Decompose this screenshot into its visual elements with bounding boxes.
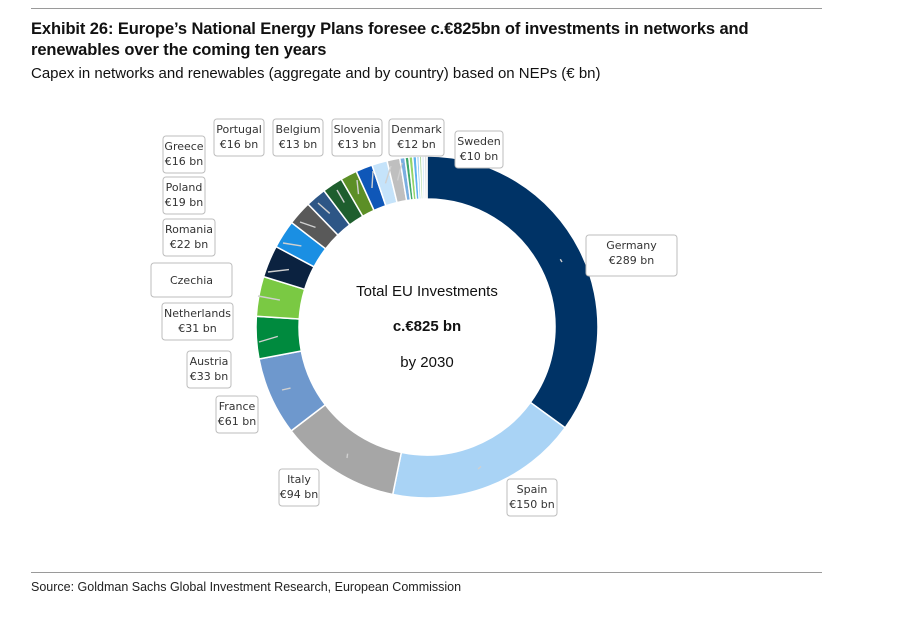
exhibit-title: Exhibit 26: Europe’s National Energy Pla…: [31, 20, 749, 59]
label-leader-lines: [257, 162, 563, 470]
leader-greece: [317, 202, 331, 214]
callout-box: [215, 395, 259, 434]
chart-subtitle: Capex in networks and renewables (aggreg…: [31, 65, 601, 82]
slice-value-label: €33 bn: [190, 370, 228, 383]
callout-netherlands: Netherlands €31 bn: [161, 302, 234, 341]
slice-value-label: €289 bn: [609, 254, 654, 267]
slice-value-label: €22 bn: [170, 238, 208, 251]
slice-name-label: Spain: [517, 483, 548, 496]
slice-callouts: Germany €289 bn Spain €150 bn Italy €94 bn Fra…: [150, 118, 678, 517]
slice-name-label: Denmark: [391, 123, 442, 136]
callout-denmark: Denmark €12 bn: [388, 118, 445, 157]
slice-germany: [426, 155, 599, 429]
callout-box: [162, 218, 216, 257]
callout-box: [150, 262, 233, 298]
center-line-1: Total EU Investments: [356, 283, 498, 300]
slice-name-label: Netherlands: [164, 307, 231, 320]
callout-belgium: Belgium €13 bn: [272, 118, 324, 157]
leader-sweden: [396, 162, 403, 181]
callout-box: [585, 234, 678, 277]
callout-box: [331, 118, 383, 157]
callout-italy: Italy €94 bn: [278, 468, 320, 507]
center-line-2: c.€825 bn: [393, 318, 461, 335]
leader-portugal: [336, 189, 345, 203]
callout-box: [162, 176, 206, 215]
slice-value-label: €16 bn: [165, 155, 203, 168]
callout-sweden: Sweden €10 bn: [454, 130, 504, 169]
callout-box: [454, 130, 504, 169]
slice-name-label: Germany: [606, 239, 657, 252]
callout-box: [186, 350, 232, 389]
leader-italy: [346, 453, 349, 459]
leader-netherlands: [257, 295, 281, 301]
callout-box: [161, 302, 234, 341]
callout-france: France €61 bn: [215, 395, 259, 434]
slice-value-label: €150 bn: [509, 498, 554, 511]
leader-belgium: [356, 179, 360, 195]
slice-name-label: Sweden: [457, 135, 500, 148]
slice-name-label: Czechia: [170, 274, 213, 287]
callout-box: [506, 478, 558, 517]
callout-box: [162, 135, 206, 174]
leader-denmark: [384, 165, 392, 184]
slice-name-label: Italy: [287, 473, 311, 486]
callout-poland: Poland €19 bn: [162, 176, 206, 215]
slice-value-label: €31 bn: [178, 322, 216, 335]
callout-czechia: Czechia: [150, 262, 233, 298]
slice-name-label: France: [219, 400, 256, 413]
callout-spain: Spain €150 bn: [506, 478, 558, 517]
slice-value-label: €16 bn: [220, 138, 258, 151]
center-text: Total EU Investments c.€825 bn by 2030: [356, 283, 498, 371]
leader-austria: [258, 335, 278, 343]
leader-romania: [282, 242, 302, 247]
slice-value-label: €61 bn: [218, 415, 256, 428]
leader-slovenia: [371, 170, 374, 189]
leader-spain: [477, 465, 482, 470]
source-note: Source: Goldman Sachs Global Investment …: [31, 580, 462, 594]
slice-value-label: €19 bn: [165, 196, 203, 209]
leader-czechia: [267, 268, 290, 273]
leader-france: [281, 387, 291, 391]
callout-box: [272, 118, 324, 157]
top-rule: [31, 8, 822, 9]
callout-box: [388, 118, 445, 157]
slice-name-label: Portugal: [216, 123, 262, 136]
callout-austria: Austria €33 bn: [186, 350, 232, 389]
slice-austria: [255, 315, 303, 360]
slice-name-label: Slovenia: [334, 123, 381, 136]
callout-greece: Greece €16 bn: [162, 135, 206, 174]
callout-box: [213, 118, 265, 157]
callout-box: [278, 468, 320, 507]
bottom-rule: [31, 572, 822, 573]
callout-slovenia: Slovenia €13 bn: [331, 118, 383, 157]
slice-value-label: €13 bn: [279, 138, 317, 151]
slice-name-label: Poland: [166, 181, 203, 194]
slice-name-label: Belgium: [275, 123, 320, 136]
slice-value-label: €94 bn: [280, 488, 318, 501]
slice-value-label: €12 bn: [397, 138, 435, 151]
callout-portugal: Portugal €16 bn: [213, 118, 265, 157]
slice-value-label: €10 bn: [460, 150, 498, 163]
slice-minor-22: [423, 155, 428, 200]
callout-romania: Romania €22 bn: [162, 218, 216, 257]
slice-value-label: €13 bn: [338, 138, 376, 151]
center-line-3: by 2030: [400, 354, 453, 371]
callout-germany: Germany €289 bn: [585, 234, 678, 277]
leader-poland: [299, 221, 316, 229]
slice-name-label: Austria: [190, 355, 229, 368]
leader-germany: [559, 258, 563, 263]
slice-name-label: Greece: [164, 140, 203, 153]
slice-name-label: Romania: [165, 223, 213, 236]
